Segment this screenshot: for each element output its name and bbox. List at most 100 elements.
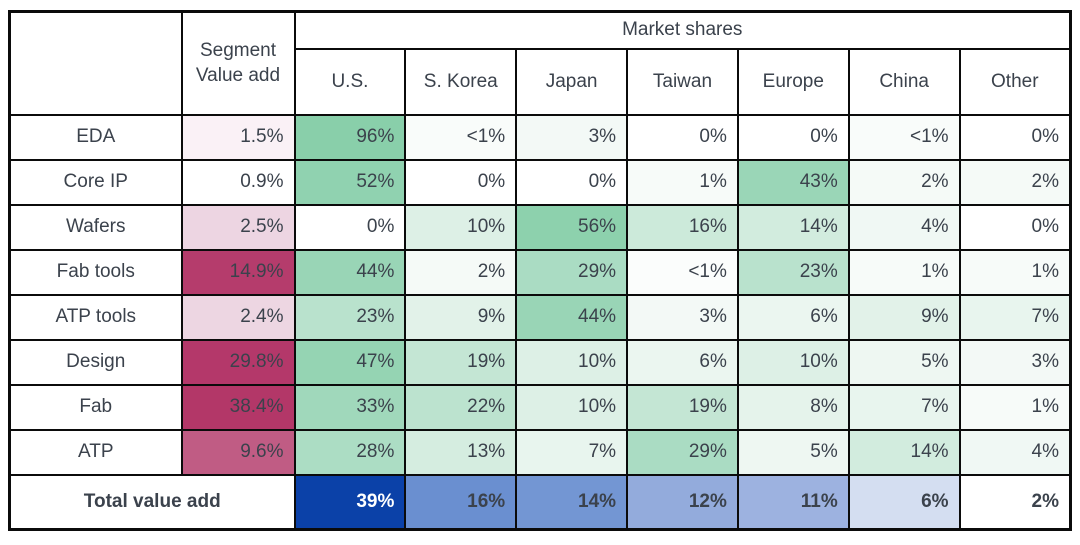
segment-value-add-header: Segment Value add [180, 10, 296, 116]
share-cell: 52% [293, 158, 407, 206]
value-add-cell: 0.9% [180, 158, 296, 206]
row-label: Fab [8, 383, 183, 431]
share-cell: 43% [736, 158, 850, 206]
share-cell: 10% [515, 383, 629, 431]
table-row-fab-tools: Fab tools 14.9% 44% 2% 29% <1% 23% 1% 1% [8, 248, 1072, 296]
region-header-china: China [847, 47, 961, 116]
row-label: Wafers [8, 203, 183, 251]
total-cell: 16% [404, 473, 518, 531]
total-cell: 12% [626, 473, 739, 531]
share-cell: 7% [515, 428, 629, 476]
share-cell: 2% [404, 248, 518, 296]
region-header-other: Other [958, 47, 1072, 116]
table-row-fab: Fab 38.4% 33% 22% 10% 19% 8% 7% 1% [8, 383, 1072, 431]
table-row-total: Total value add 39% 16% 14% 12% 11% 6% 2… [8, 473, 1072, 531]
share-cell: <1% [626, 248, 739, 296]
share-cell: 0% [958, 203, 1072, 251]
share-cell: 5% [736, 428, 850, 476]
share-cell: 7% [958, 293, 1072, 341]
share-cell: <1% [404, 113, 518, 161]
value-add-cell: 38.4% [180, 383, 296, 431]
share-cell: 19% [404, 338, 518, 386]
share-cell: 2% [958, 158, 1072, 206]
share-cell: 56% [515, 203, 629, 251]
share-cell: 22% [404, 383, 518, 431]
share-cell: 96% [293, 113, 407, 161]
value-add-cell: 14.9% [180, 248, 296, 296]
share-cell: 0% [404, 158, 518, 206]
share-cell: 5% [847, 338, 961, 386]
share-cell: 6% [736, 293, 850, 341]
share-cell: 0% [515, 158, 629, 206]
share-cell: 16% [626, 203, 739, 251]
region-header-taiwan: Taiwan [626, 47, 739, 116]
row-label: ATP [8, 428, 183, 476]
share-cell: 4% [847, 203, 961, 251]
share-cell: 1% [958, 383, 1072, 431]
share-cell: 3% [515, 113, 629, 161]
share-cell: 47% [293, 338, 407, 386]
table-row-core-ip: Core IP 0.9% 52% 0% 0% 1% 43% 2% 2% [8, 158, 1072, 206]
total-cell: 11% [736, 473, 850, 531]
row-label: Fab tools [8, 248, 183, 296]
value-add-cell: 9.6% [180, 428, 296, 476]
share-cell: 1% [847, 248, 961, 296]
table-row-atp-tools: ATP tools 2.4% 23% 9% 44% 3% 6% 9% 7% [8, 293, 1072, 341]
share-cell: 28% [293, 428, 407, 476]
share-cell: 10% [736, 338, 850, 386]
row-label: ATP tools [8, 293, 183, 341]
share-cell: 14% [736, 203, 850, 251]
share-cell: 8% [736, 383, 850, 431]
table-row-wafers: Wafers 2.5% 0% 10% 56% 16% 14% 4% 0% [8, 203, 1072, 251]
region-header-skorea: S. Korea [404, 47, 518, 116]
share-cell: <1% [847, 113, 961, 161]
total-cell: 39% [293, 473, 407, 531]
share-cell: 14% [847, 428, 961, 476]
total-row-label: Total value add [8, 473, 296, 531]
share-cell: 1% [958, 248, 1072, 296]
share-cell: 13% [404, 428, 518, 476]
header-row-market-shares: Segment Value add Market shares [8, 10, 1072, 116]
row-label: Core IP [8, 158, 183, 206]
share-cell: 29% [626, 428, 739, 476]
share-cell: 7% [847, 383, 961, 431]
share-cell: 33% [293, 383, 407, 431]
region-header-us: U.S. [293, 47, 407, 116]
share-cell: 3% [626, 293, 739, 341]
share-cell: 2% [847, 158, 961, 206]
share-cell: 44% [515, 293, 629, 341]
market-share-table: Segment Value add Market shares U.S. S. … [8, 10, 1072, 531]
share-cell: 6% [626, 338, 739, 386]
share-cell: 10% [515, 338, 629, 386]
value-add-cell: 2.5% [180, 203, 296, 251]
share-cell: 19% [626, 383, 739, 431]
share-cell: 9% [404, 293, 518, 341]
table-row-design: Design 29.8% 47% 19% 10% 6% 10% 5% 3% [8, 338, 1072, 386]
total-cell: 2% [958, 473, 1072, 531]
row-label: Design [8, 338, 183, 386]
share-cell: 4% [958, 428, 1072, 476]
share-cell: 23% [736, 248, 850, 296]
row-label: EDA [8, 113, 183, 161]
region-header-japan: Japan [515, 47, 629, 116]
share-cell: 0% [293, 203, 407, 251]
heatmap-table-figure: Segment Value add Market shares U.S. S. … [8, 10, 1072, 531]
value-add-cell: 2.4% [180, 293, 296, 341]
share-cell: 10% [404, 203, 518, 251]
share-cell: 23% [293, 293, 407, 341]
market-shares-header: Market shares [293, 10, 1072, 50]
total-cell: 6% [847, 473, 961, 531]
share-cell: 9% [847, 293, 961, 341]
share-cell: 29% [515, 248, 629, 296]
corner-cell [8, 10, 183, 116]
table-row-eda: EDA 1.5% 96% <1% 3% 0% 0% <1% 0% [8, 113, 1072, 161]
share-cell: 44% [293, 248, 407, 296]
share-cell: 1% [626, 158, 739, 206]
region-header-europe: Europe [736, 47, 850, 116]
share-cell: 3% [958, 338, 1072, 386]
share-cell: 0% [736, 113, 850, 161]
share-cell: 0% [958, 113, 1072, 161]
total-cell: 14% [515, 473, 629, 531]
value-add-cell: 29.8% [180, 338, 296, 386]
share-cell: 0% [626, 113, 739, 161]
